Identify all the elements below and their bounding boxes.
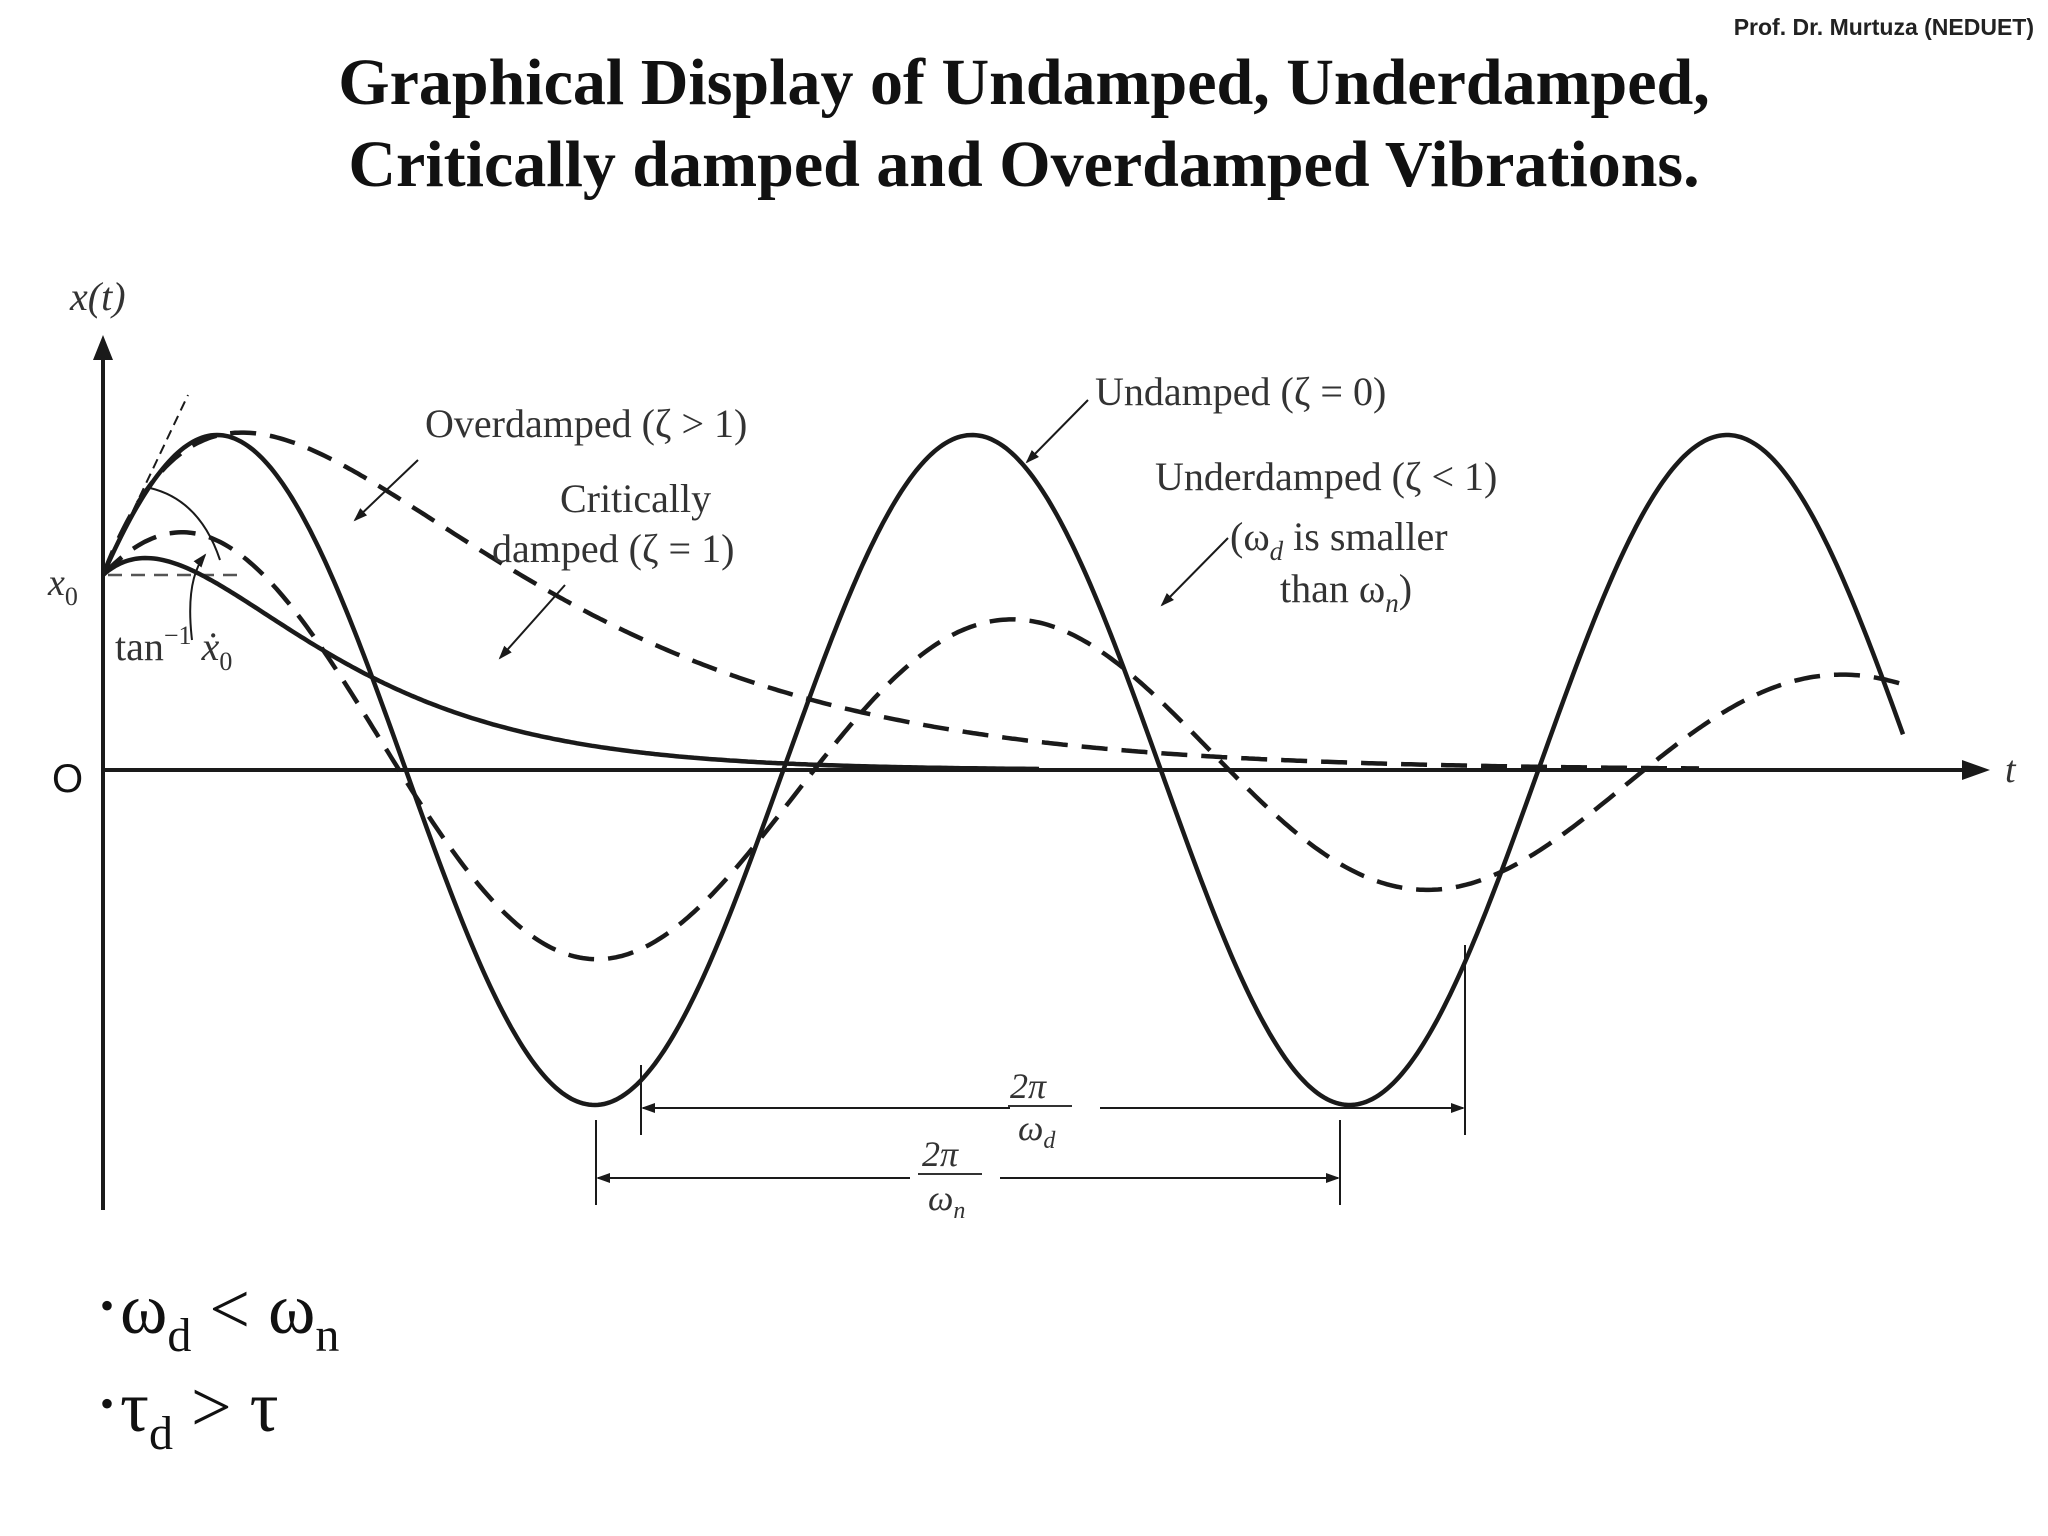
x0-label: x0 <box>47 562 78 611</box>
underdamped-label-line-3: than ωn) <box>1280 566 1412 618</box>
slope-angle-arc <box>149 487 221 561</box>
bullet-omega-relation: •ωd < ωn <box>100 1269 340 1362</box>
critically-damped-curve <box>101 555 1040 772</box>
critically-damped-label-line-2: damped (ζ = 1) <box>492 526 734 571</box>
undamped-curve <box>100 432 1906 1108</box>
critically-damped-label-line-1: Critically <box>560 476 711 521</box>
underdamped-label-line-2: (ωd is smaller <box>1230 514 1448 566</box>
y-axis-arrow <box>93 335 113 360</box>
period-d-numerator: 2π <box>1010 1066 1047 1106</box>
origin-label: O <box>52 757 83 801</box>
period-d-denominator: ωd <box>1018 1108 1056 1154</box>
period-n-numerator: 2π <box>922 1134 959 1174</box>
slope-label: tan−1 ẋ0 <box>115 621 232 676</box>
initial-slope-tangent <box>111 394 189 556</box>
author-credit: Prof. Dr. Murtuza (NEDUET) <box>1733 14 2034 40</box>
bullet-dot-icon: • <box>100 1381 115 1426</box>
bullet-dot-icon: • <box>100 1283 115 1328</box>
underdamped-label-line-1: Underdamped (ζ < 1) <box>1155 454 1497 499</box>
critically-damped-pointer <box>498 584 566 660</box>
slope-label-arrow <box>189 553 207 641</box>
overdamped-pointer <box>353 459 419 522</box>
slide-title-line-1: Graphical Display of Undamped, Underdamp… <box>338 46 1710 119</box>
undamped-pointer <box>1025 399 1089 464</box>
overdamped-curve <box>100 430 1700 771</box>
underdamped-curve <box>101 530 1901 962</box>
y-axis-label: x(t) <box>69 274 126 319</box>
x-axis-arrow <box>1962 760 1990 780</box>
overdamped-label: Overdamped (ζ > 1) <box>425 401 747 446</box>
bullet-tau-relation: •τd > τ <box>100 1367 279 1460</box>
undamped-label: Undamped (ζ = 0) <box>1095 369 1386 414</box>
x-axis-label: t <box>2005 749 2017 791</box>
slide-title-line-2: Critically damped and Overdamped Vibrati… <box>348 128 1700 201</box>
underdamped-pointer <box>1160 537 1229 607</box>
period-n-denominator: ωn <box>928 1178 965 1224</box>
